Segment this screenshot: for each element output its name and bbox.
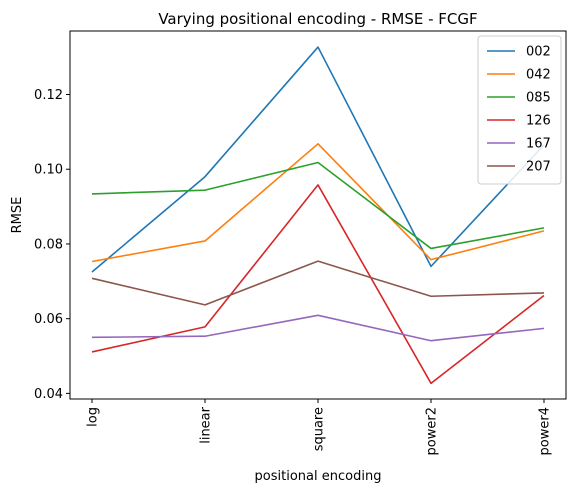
y-tick-label: 0.10 bbox=[34, 163, 63, 178]
x-axis: log linear square power2 power4 bbox=[86, 399, 553, 455]
x-axis-label: positional encoding bbox=[255, 469, 382, 484]
legend-box bbox=[477, 35, 562, 185]
chart-title: Varying positional encoding - RMSE - FCG… bbox=[158, 10, 477, 28]
legend-label: 167 bbox=[526, 137, 551, 152]
y-axis-label: RMSE bbox=[10, 197, 25, 234]
y-tick-label: 0.06 bbox=[34, 312, 63, 327]
y-tick-label: 0.12 bbox=[34, 88, 63, 103]
y-axis: 0.04 0.06 0.08 0.10 0.12 bbox=[34, 88, 70, 402]
series-line-126 bbox=[91, 184, 545, 385]
x-tick-label: linear bbox=[199, 406, 214, 443]
series-layer bbox=[91, 46, 545, 385]
legend: 002 042 085 126 167 207 bbox=[477, 35, 562, 185]
legend-label: 042 bbox=[526, 68, 551, 83]
series-line-085 bbox=[91, 161, 545, 250]
series-line-167 bbox=[91, 314, 545, 342]
x-tick-label: log bbox=[86, 407, 101, 427]
legend-label: 085 bbox=[526, 91, 551, 106]
x-tick-label: power2 bbox=[425, 407, 440, 455]
series-line-042 bbox=[91, 143, 545, 263]
series-line-002 bbox=[91, 46, 545, 273]
series-line-207 bbox=[91, 260, 545, 306]
y-tick-label: 0.04 bbox=[34, 387, 63, 402]
y-tick-label: 0.08 bbox=[34, 237, 63, 252]
x-tick-label: power4 bbox=[538, 407, 553, 455]
legend-label: 126 bbox=[526, 114, 551, 129]
legend-label: 207 bbox=[526, 160, 551, 175]
legend-label: 002 bbox=[526, 45, 551, 60]
x-tick-label: square bbox=[312, 407, 327, 451]
